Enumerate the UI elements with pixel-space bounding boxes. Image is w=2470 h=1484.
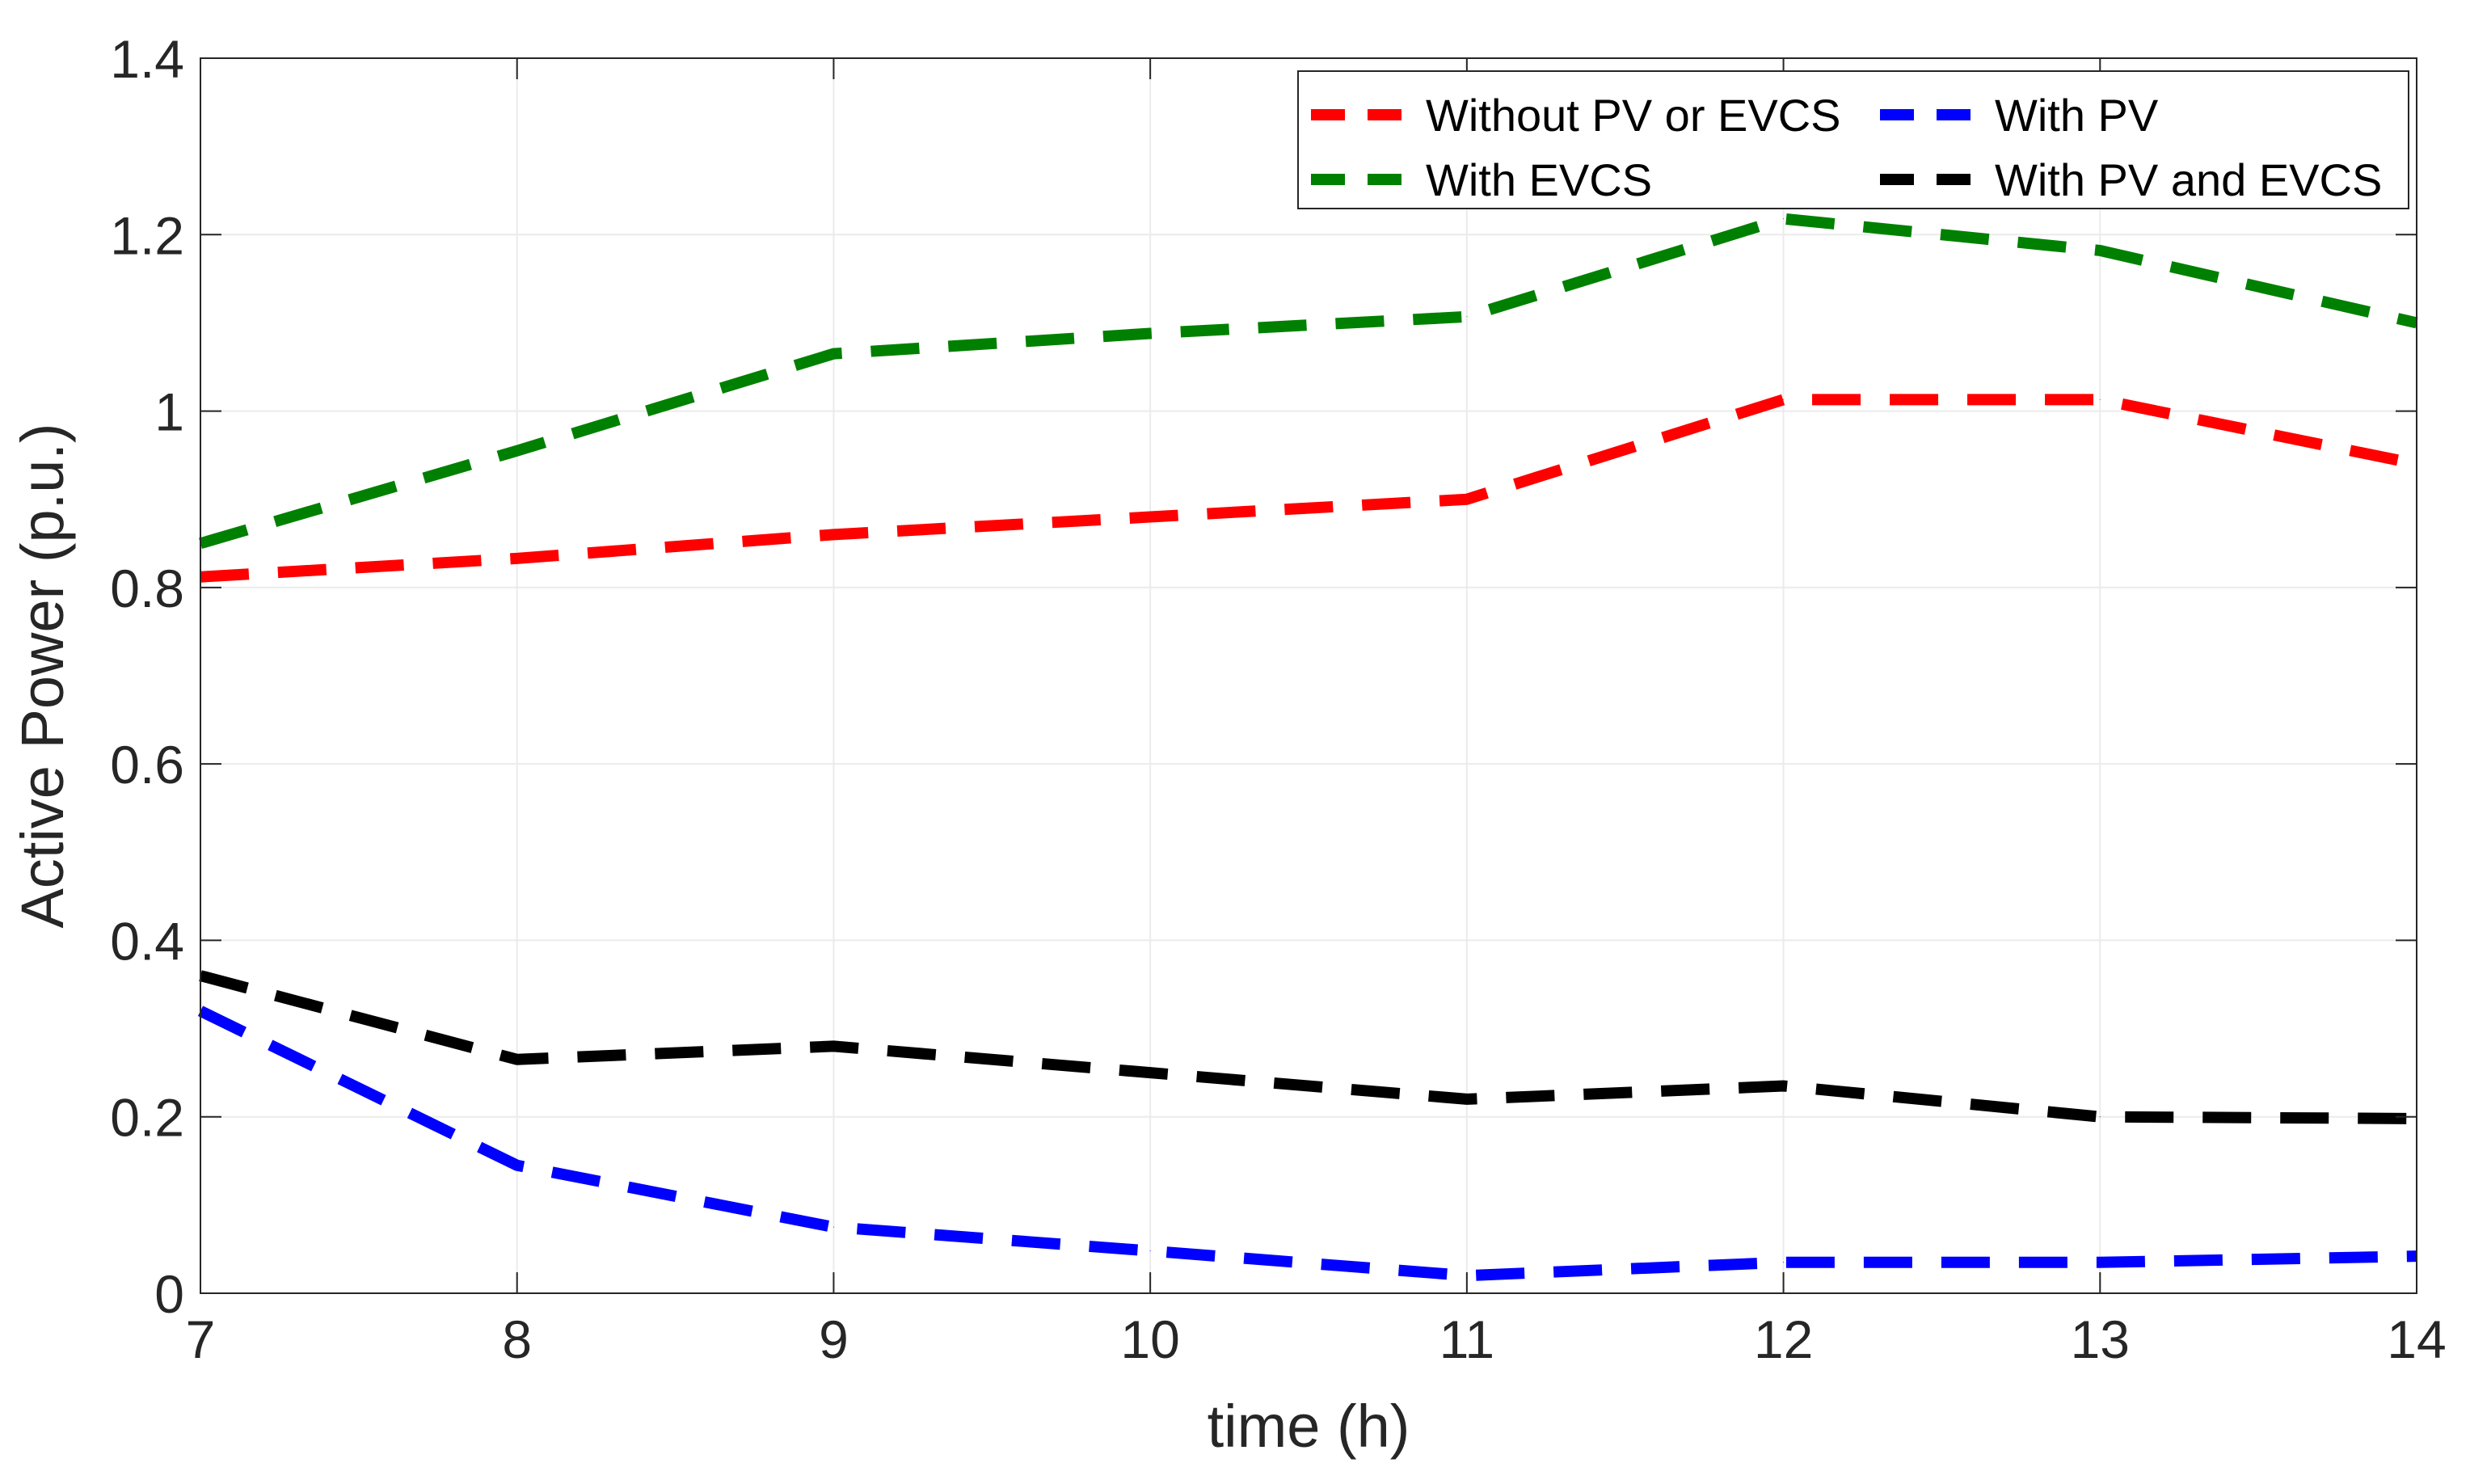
data-point-with-evcs <box>1149 333 1151 335</box>
data-point-without-pv-or-evcs <box>1149 516 1151 518</box>
legend-entry-with-pv-and-evcs: With PV and EVCS <box>1880 154 2382 205</box>
axes-box <box>200 57 2417 1294</box>
data-point-without-pv-or-evcs <box>1466 499 1468 500</box>
y-tick-label: 0.2 <box>110 1088 184 1148</box>
legend-entry-with-pv: With PV <box>1880 90 2159 141</box>
x-axis-title: time (h) <box>1208 1393 1410 1460</box>
data-point-with-pv <box>1149 1250 1151 1252</box>
x-tick-label: 13 <box>2071 1309 2130 1369</box>
series-line-with-pv-and-evcs <box>199 970 2417 1124</box>
data-point-with-evcs <box>1466 316 1468 318</box>
data-point-without-pv-or-evcs <box>516 558 518 559</box>
ticks <box>200 57 2417 1294</box>
grid <box>200 57 2417 1294</box>
legend-label: With PV <box>1995 90 2159 141</box>
data-point-with-pv-and-evcs <box>832 1045 834 1047</box>
legend-entry-with-evcs: With EVCS <box>1311 154 1652 205</box>
series-line-with-evcs <box>199 213 2418 550</box>
series-without-pv-or-evcs <box>200 394 2418 583</box>
data-point-with-pv-and-evcs <box>1466 1098 1468 1100</box>
y-tick-label: 0 <box>154 1264 184 1324</box>
legend: Without PV or EVCS With PV With EVCS With P… <box>1297 70 2409 209</box>
y-axis-title: Active Power (p.u.) <box>9 423 76 928</box>
data-point-with-pv <box>516 1165 518 1166</box>
data-point-with-pv <box>832 1226 834 1228</box>
x-tick-label: 8 <box>502 1309 532 1369</box>
y-tick-label: 0.4 <box>110 911 184 971</box>
legend-box <box>1297 70 2409 209</box>
data-point-with-pv-and-evcs <box>2099 1116 2101 1118</box>
x-tick-label: 7 <box>186 1309 216 1369</box>
x-tick-label: 12 <box>1754 1309 1813 1369</box>
data-point-with-evcs <box>2099 250 2101 251</box>
data-point-with-pv-and-evcs <box>516 1059 518 1060</box>
legend-label: Without PV or EVCS <box>1426 90 1841 141</box>
data-point-without-pv-or-evcs <box>2099 398 2101 400</box>
legend-label: With PV and EVCS <box>1995 154 2382 205</box>
series-line-without-pv-or-evcs <box>200 394 2418 583</box>
y-tick-label: 1 <box>154 382 184 442</box>
data-point-without-pv-or-evcs <box>832 533 834 535</box>
series-with-pv <box>197 1005 2417 1282</box>
data-point-with-pv <box>1783 1262 1785 1263</box>
x-tick-label: 14 <box>2387 1309 2446 1369</box>
legend-entry-without-pv-or-evcs: Without PV or EVCS <box>1311 90 1841 141</box>
tick-labels: 7 8 9 10 11 12 13 14 0 0.2 0.4 0.6 0.8 1 1.2 1.4 <box>110 29 2446 1369</box>
series-with-evcs <box>199 213 2418 550</box>
data-point-without-pv-or-evcs <box>1783 398 1785 400</box>
data-point-with-evcs <box>1783 218 1785 220</box>
y-tick-label: 0.8 <box>110 559 184 618</box>
y-tick-label: 1.4 <box>110 29 184 89</box>
y-tick-label: 0.6 <box>110 735 184 795</box>
y-tick-label: 1.2 <box>110 205 184 265</box>
x-tick-label: 9 <box>819 1309 849 1369</box>
data-point-with-pv <box>2099 1262 2101 1263</box>
x-tick-label: 11 <box>1439 1309 1495 1369</box>
x-tick-label: 10 <box>1120 1309 1179 1369</box>
data-point-with-evcs <box>516 450 518 452</box>
legend-label: With EVCS <box>1426 154 1652 205</box>
series-line-with-pv <box>197 1005 2417 1282</box>
series-with-pv-and-evcs <box>199 970 2417 1124</box>
data-point-with-evcs <box>832 353 834 355</box>
